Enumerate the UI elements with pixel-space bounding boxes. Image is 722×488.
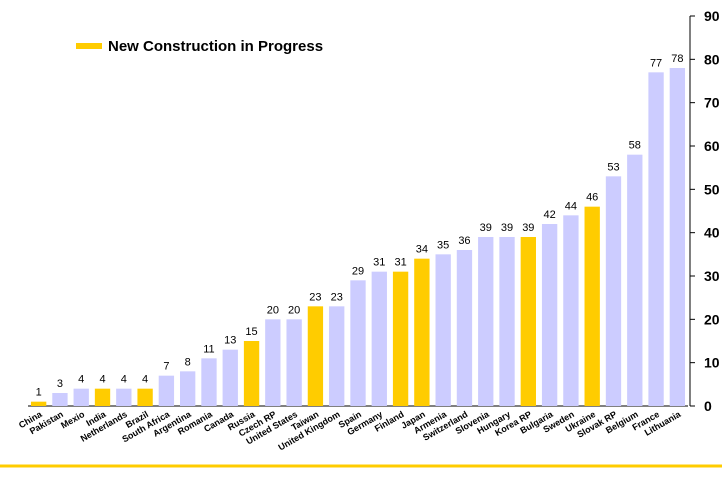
bar xyxy=(414,258,430,406)
value-label: 4 xyxy=(121,374,127,386)
bar xyxy=(563,215,579,406)
value-label: 20 xyxy=(288,304,300,316)
y-tick-label: 50 xyxy=(704,181,720,197)
bar xyxy=(52,393,68,406)
bar xyxy=(350,280,366,406)
bar xyxy=(286,319,302,406)
value-label: 29 xyxy=(352,265,364,277)
value-label: 42 xyxy=(543,209,555,221)
value-label: 31 xyxy=(394,257,406,269)
value-label: 1 xyxy=(36,387,42,399)
value-label: 23 xyxy=(309,291,321,303)
bar xyxy=(201,358,217,406)
value-label: 78 xyxy=(671,53,683,65)
bar xyxy=(371,271,387,406)
value-label: 77 xyxy=(650,57,662,69)
value-label: 15 xyxy=(245,326,257,338)
value-label: 13 xyxy=(224,335,236,347)
y-tick-label: 80 xyxy=(704,51,720,67)
value-label: 35 xyxy=(437,239,449,251)
value-label: 36 xyxy=(458,235,470,247)
value-label: 46 xyxy=(586,192,598,204)
bar xyxy=(222,349,238,406)
value-label: 34 xyxy=(416,244,428,256)
bar xyxy=(329,306,345,406)
value-label: 23 xyxy=(331,291,343,303)
y-tick-label: 0 xyxy=(704,398,712,414)
value-label: 8 xyxy=(185,356,191,368)
bar xyxy=(669,68,686,406)
bar xyxy=(137,388,153,406)
y-tick-label: 30 xyxy=(704,268,720,284)
value-label: 39 xyxy=(522,222,534,234)
value-label: 11 xyxy=(203,343,214,355)
value-label: 53 xyxy=(607,161,619,173)
y-tick-label: 60 xyxy=(704,138,720,154)
bar xyxy=(627,154,643,406)
value-label: 39 xyxy=(480,222,492,234)
legend-label: New Construction in Progress xyxy=(108,38,323,55)
bar xyxy=(180,371,196,406)
value-label: 58 xyxy=(629,140,641,152)
bar xyxy=(520,237,536,406)
bar xyxy=(541,224,558,406)
bar xyxy=(392,271,409,406)
bar xyxy=(73,388,89,406)
y-tick-label: 20 xyxy=(704,311,720,327)
bar xyxy=(243,341,260,406)
y-tick-label: 10 xyxy=(704,355,720,371)
bar xyxy=(265,319,281,406)
bar xyxy=(478,237,494,406)
bar xyxy=(648,72,664,406)
value-label: 4 xyxy=(99,374,105,386)
bar xyxy=(435,254,451,406)
value-label: 44 xyxy=(565,200,577,212)
bar xyxy=(584,206,600,406)
value-label: 7 xyxy=(163,361,169,373)
value-label: 39 xyxy=(501,222,513,234)
legend-swatch xyxy=(76,43,102,49)
bar xyxy=(456,250,473,406)
x-tick-label: Mexio xyxy=(59,409,87,431)
bar xyxy=(499,237,515,406)
value-label: 4 xyxy=(78,374,84,386)
value-label: 20 xyxy=(267,304,279,316)
y-tick-label: 40 xyxy=(704,225,720,241)
bar xyxy=(158,375,175,406)
y-tick-label: 70 xyxy=(704,95,720,111)
y-tick-label: 90 xyxy=(704,8,720,24)
bar xyxy=(94,388,111,406)
value-label: 3 xyxy=(57,378,63,390)
bar xyxy=(116,388,132,406)
value-label: 4 xyxy=(142,374,148,386)
bar xyxy=(605,176,622,406)
value-label: 31 xyxy=(373,257,385,269)
bar xyxy=(30,401,47,406)
bar xyxy=(307,306,324,406)
